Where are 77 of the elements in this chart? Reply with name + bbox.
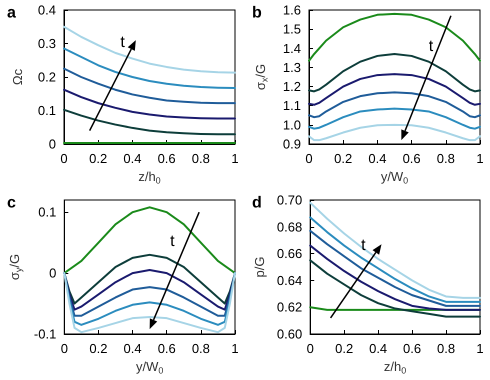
x-tick-label: 0.8 [192,341,210,356]
line-series [63,26,236,74]
line-series [309,230,481,307]
y-tick-label: 0.64 [276,272,302,288]
line-series [309,216,481,303]
y-tick-label: 0.70 [276,192,302,208]
chart-title: c [7,194,16,212]
y-axis-title: Ωc [10,68,25,86]
y-axis-title: σx/G [253,64,270,90]
x-tick-label: 0.8 [436,151,455,166]
y-tick-label: 1.3 [282,60,301,75]
annotation: t [120,34,125,52]
y-tick-label: 0.1 [38,103,56,118]
line-series [63,254,236,305]
line-series [308,53,481,92]
y-tick-label: -0.1 [34,326,56,342]
y-tick-label: 0.68 [276,219,302,234]
line-series [309,202,481,299]
line-series [63,108,236,136]
x-tick-label: 0.6 [158,151,176,166]
line-series [308,12,481,62]
y-tick-label: 1.2 [282,79,301,94]
x-tick-label: 0 [60,151,68,166]
x-tick-label: 0.6 [158,341,176,356]
y-tick-label: 0.4 [38,2,56,18]
y-tick-label: 1.4 [282,40,301,56]
line-series [63,68,236,104]
y-axis-title: σy/G [7,254,24,280]
y-tick-label: 0.3 [38,36,56,51]
x-tick-label: 0 [306,341,314,356]
line-series [308,124,481,142]
x-tick-label: 0.4 [369,341,388,356]
y-axis-title: p/G [252,256,267,278]
x-tick-label: 0.2 [334,151,352,166]
x-tick-label: 0.4 [124,341,142,356]
line-series [308,73,481,106]
line-series [308,108,481,130]
line-series [63,48,236,90]
x-tick-label: 1 [231,151,239,166]
y-tick-label: 1.1 [282,98,301,114]
x-tick-label: 0.2 [89,341,108,356]
line-series [309,259,481,318]
x-tick-label: 0.4 [368,151,386,166]
x-tick-label: 1 [476,341,484,356]
line-series [308,91,481,118]
x-tick-label: 0 [60,341,68,356]
y-tick-label: 0.60 [276,326,302,342]
chart-title: d [252,194,262,212]
annotation: t [361,236,366,255]
x-tick-label: 0.4 [123,151,142,166]
y-tick-label: 1.0 [282,117,301,132]
x-tick-label: 0.2 [335,341,354,356]
y-tick-label: 0 [48,136,56,152]
chart-title: b [252,4,262,22]
line-series [63,269,236,311]
y-tick-label: 0.9 [282,136,301,152]
x-tick-label: 0 [305,151,313,166]
x-tick-label: 0.8 [192,151,210,166]
annotation: t [428,38,434,56]
line-series [63,88,236,120]
x-tick-label: 0.6 [403,341,422,356]
y-tick-label: 0.1 [38,204,56,220]
x-tick-label: 1 [231,341,239,356]
y-tick-label: 0 [49,266,56,281]
x-tick-label: 0.8 [437,341,456,356]
chart-title: a [7,4,16,22]
y-tick-label: 0.2 [38,70,56,84]
y-tick-label: 0.66 [276,246,302,262]
y-tick-label: 0.62 [276,300,302,315]
x-tick-label: 0.2 [89,151,108,166]
line-series [63,206,236,274]
line-series [63,272,236,317]
x-tick-label: 0.6 [402,151,421,166]
annotation: t [170,232,175,251]
x-tick-label: 1 [476,151,484,166]
y-tick-label: 1.6 [282,2,301,18]
y-tick-label: 1.5 [282,22,301,37]
